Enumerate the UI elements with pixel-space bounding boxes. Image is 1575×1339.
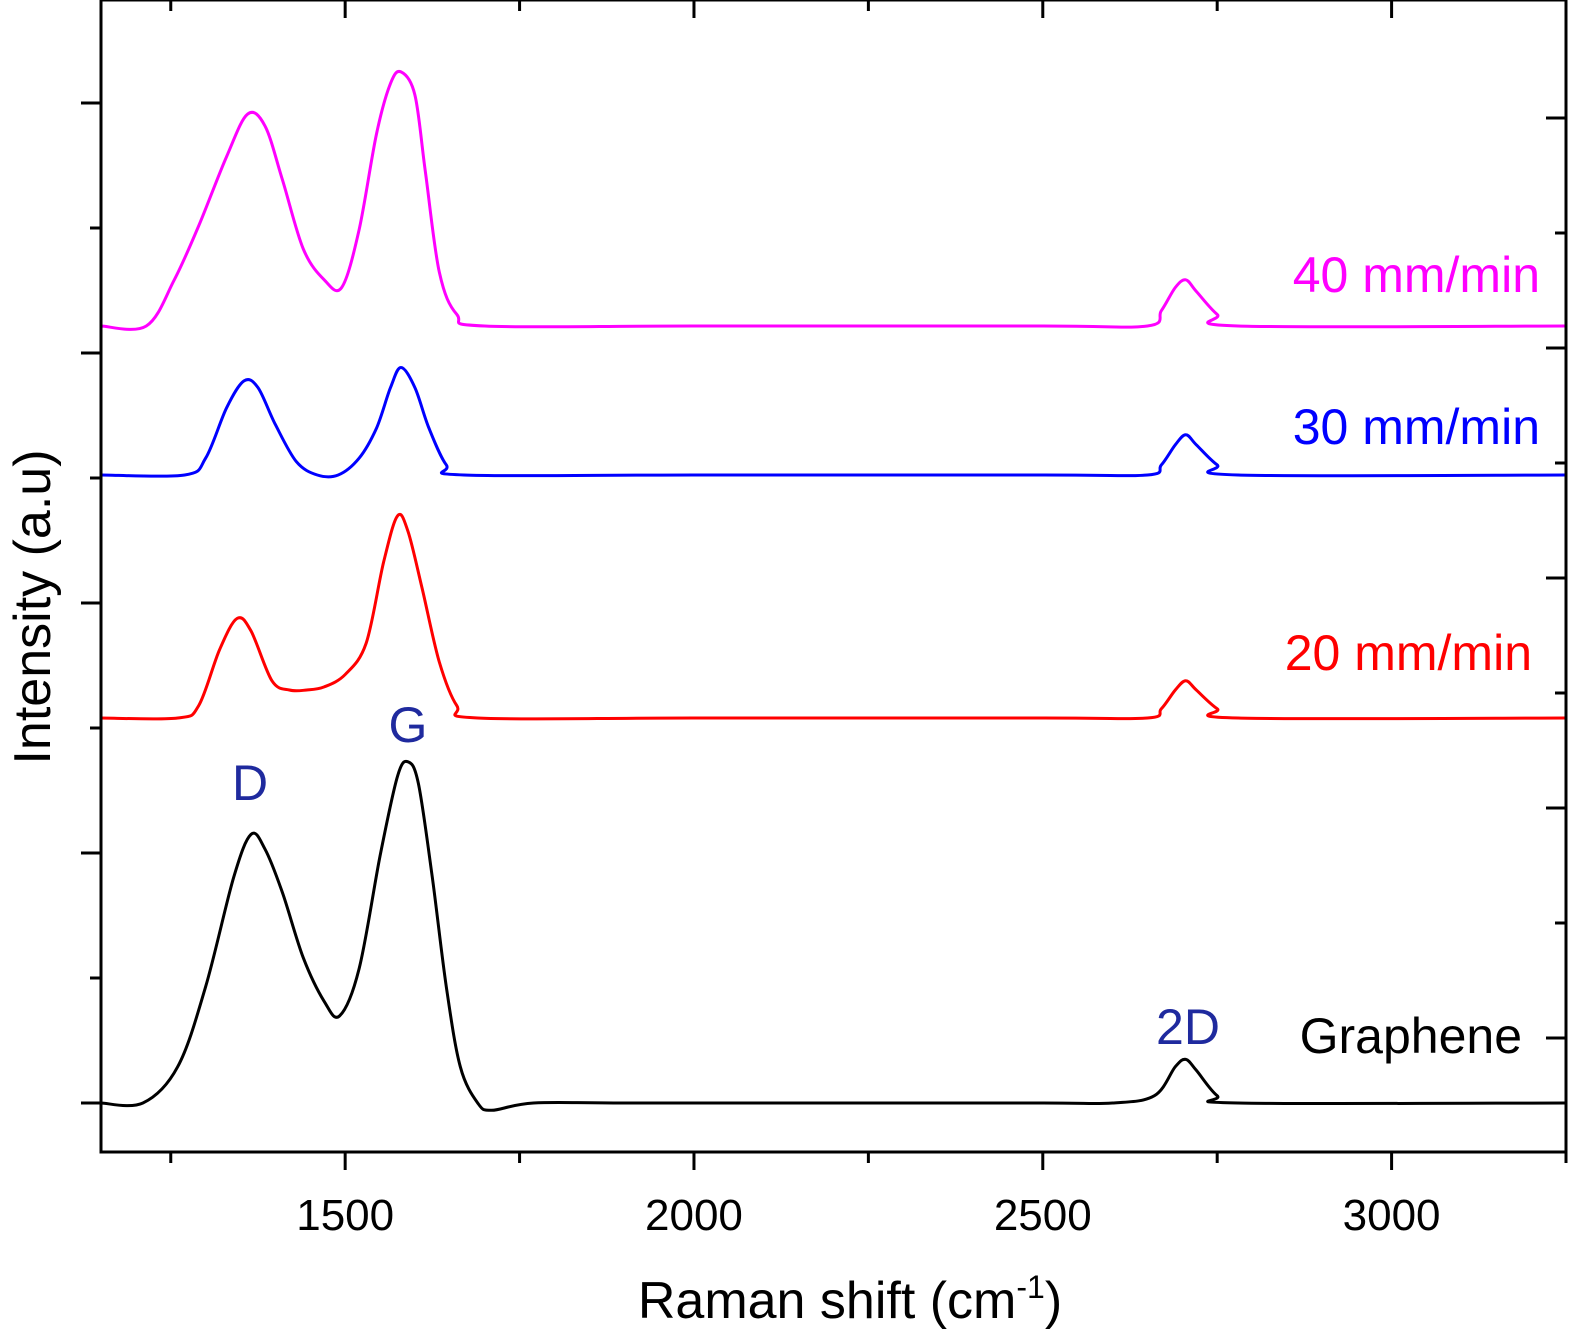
peak-label-d: D: [232, 755, 268, 811]
series-line-3: [100, 69, 1567, 331]
series-line-0: [100, 759, 1567, 1112]
x-tick-label: 1500: [296, 1191, 394, 1240]
x-axis-title-suffix: ): [1045, 1272, 1062, 1330]
x-tick-label: 2000: [645, 1191, 743, 1240]
series-line-1: [100, 512, 1567, 721]
ticks-layer: 1500 2000 2500 3000: [81, 0, 1568, 1240]
peak-label-g: G: [389, 697, 428, 753]
series-label-graphene: Graphene: [1300, 1008, 1522, 1064]
x-tick-label: 2500: [994, 1191, 1092, 1240]
x-axis-title-main: Raman shift (cm: [638, 1272, 1017, 1330]
series-label-20: 20 mm/min: [1285, 625, 1532, 681]
series-layer: [100, 69, 1567, 1112]
plot-frame: [99, 0, 1568, 1154]
series-line-2: [100, 366, 1567, 479]
x-axis-title: Raman shift (cm-1): [638, 1269, 1062, 1330]
peak-label-2d: 2D: [1156, 999, 1220, 1055]
x-tick-label: 3000: [1343, 1191, 1441, 1240]
series-label-40: 40 mm/min: [1293, 247, 1540, 303]
y-axis-title: Intensity (a.u): [4, 449, 62, 764]
x-axis-title-superscript: -1: [1016, 1269, 1044, 1305]
series-label-30: 30 mm/min: [1293, 399, 1540, 455]
